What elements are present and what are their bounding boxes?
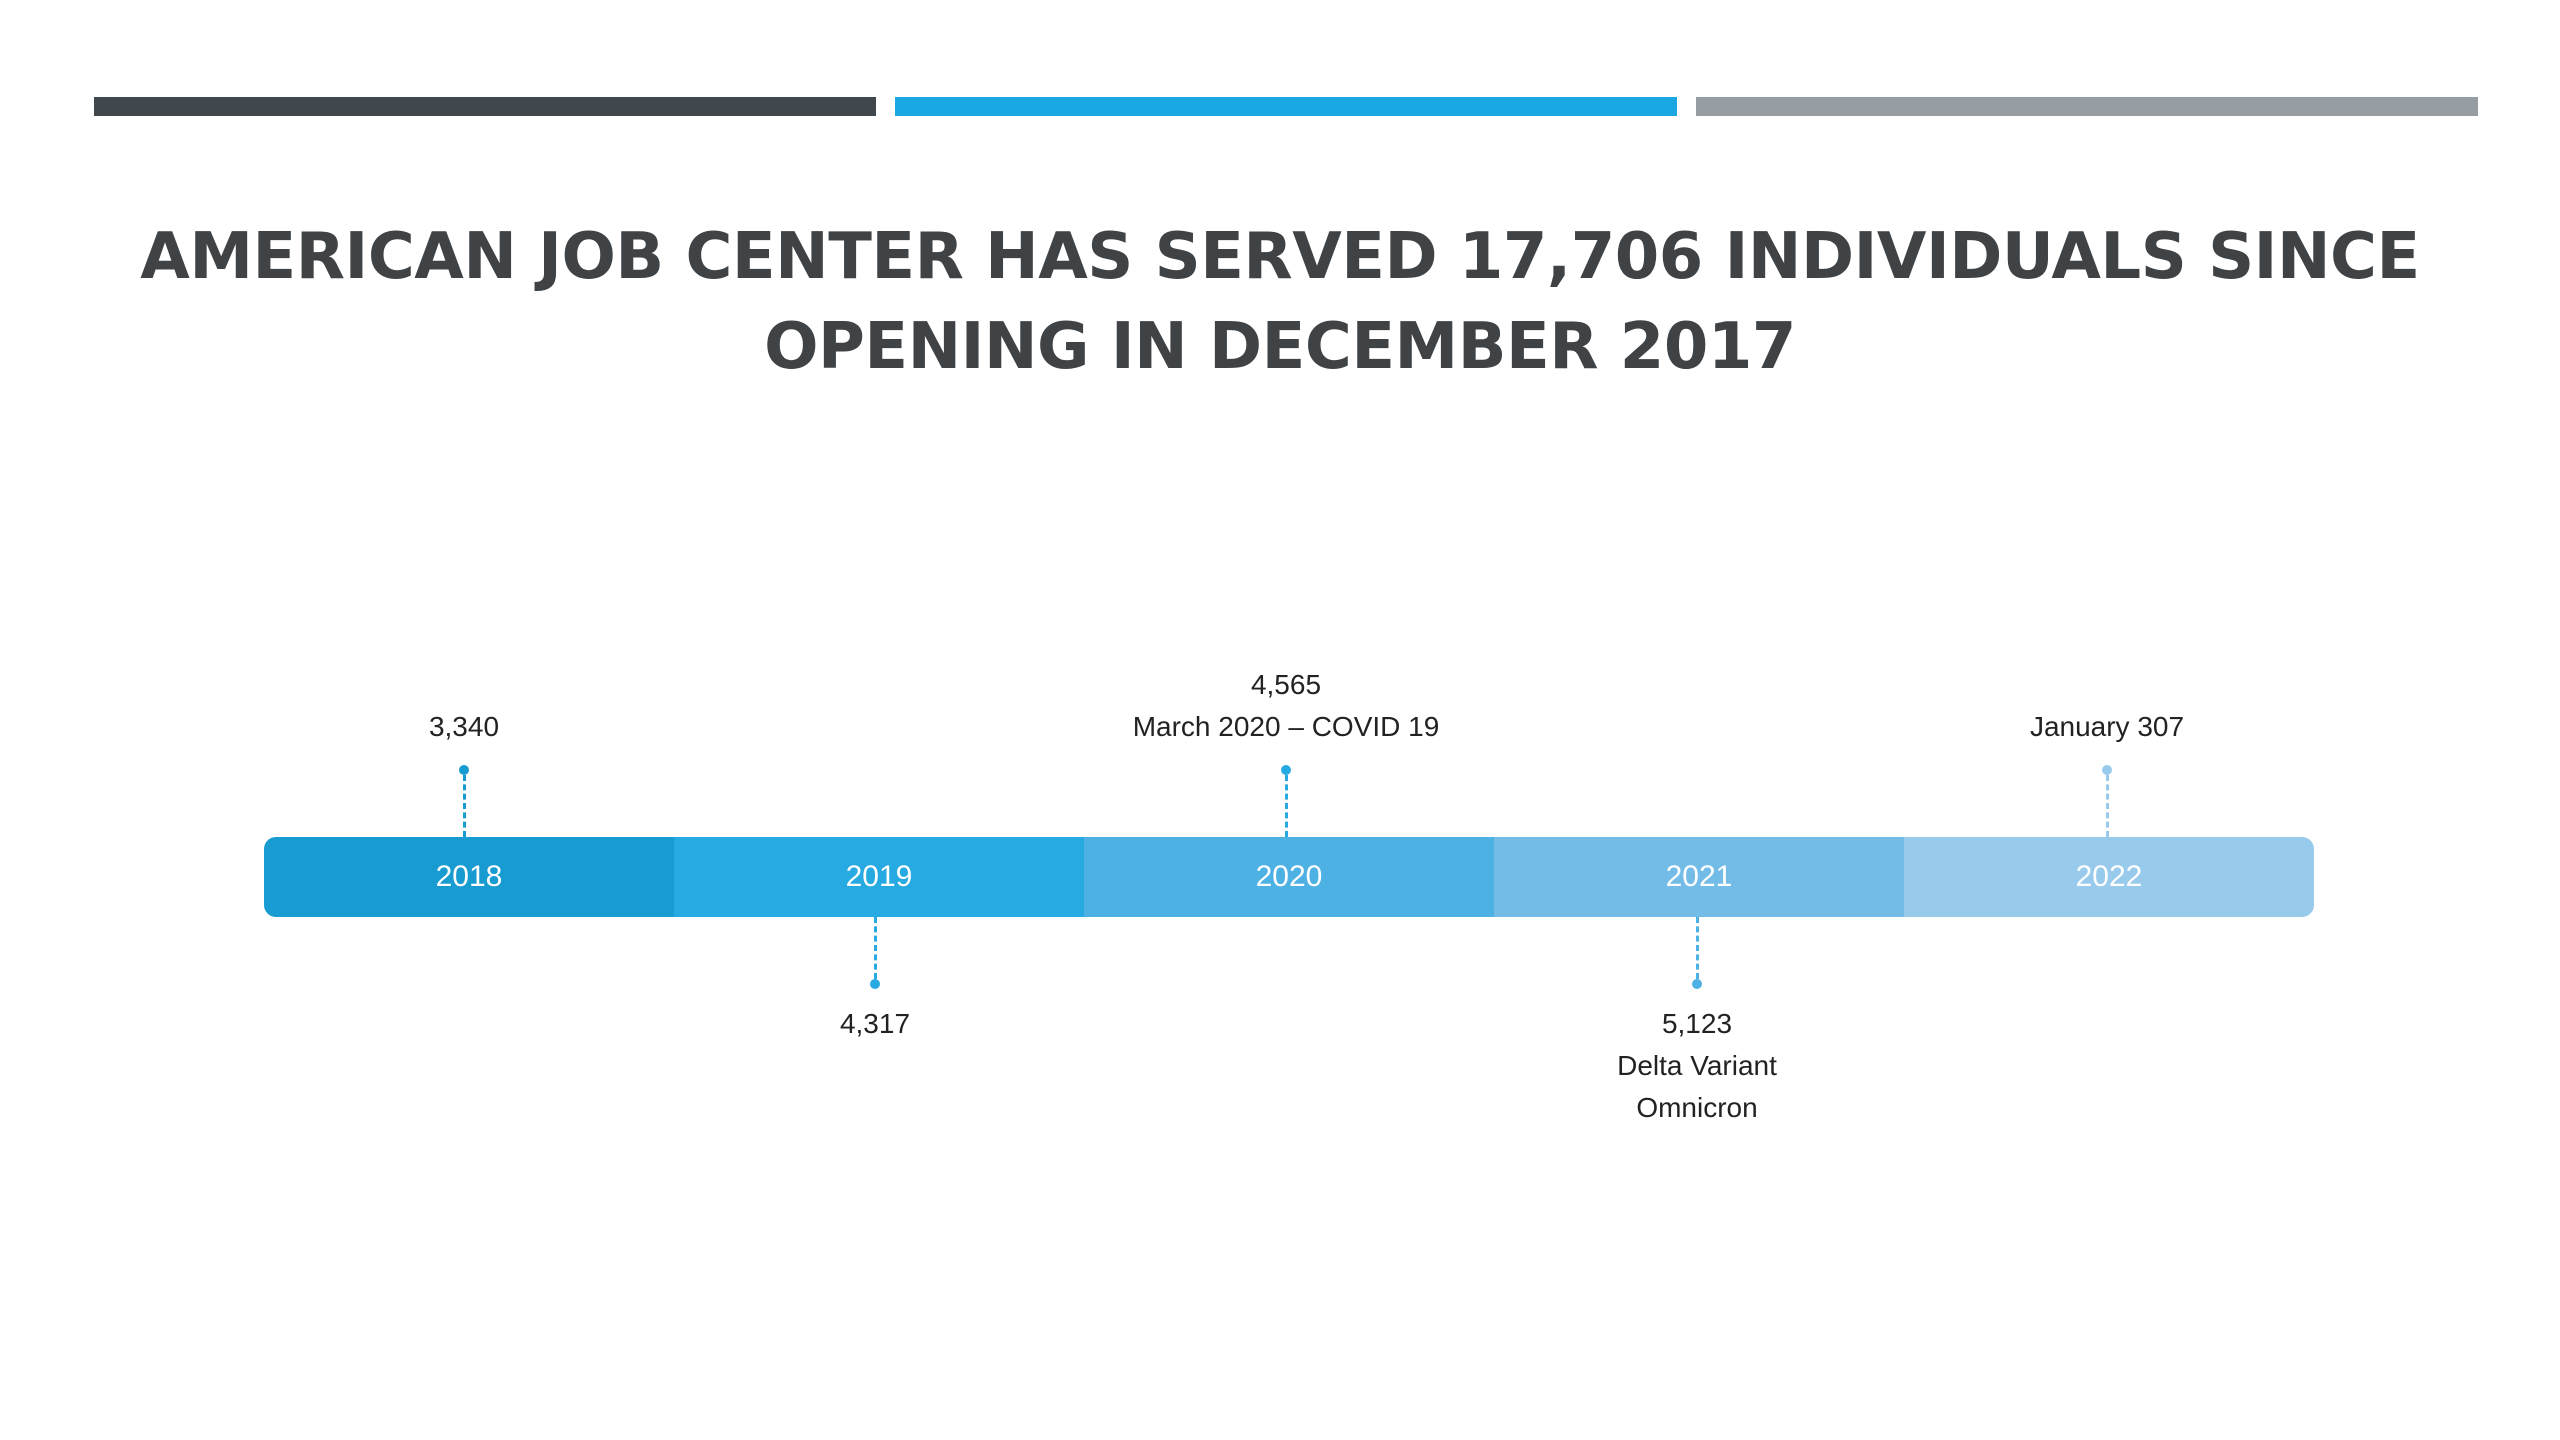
annotation-2021-value: 5,123	[1661, 1008, 1733, 1039]
marker-connector	[2106, 775, 2109, 837]
accent-bar-middle	[895, 97, 1677, 116]
slide-title: AMERICAN JOB CENTER HAS SERVED 17,706 IN…	[140, 220, 2420, 384]
annotation-2020-note: March 2020 – COVID 19	[1132, 711, 1440, 742]
annotation-2018-value: 3,340	[428, 711, 500, 742]
marker-dot	[870, 979, 880, 989]
annotation-2018: 3,340	[164, 706, 764, 748]
annotation-2021: 5,123 Delta Variant Omnicron	[1397, 1003, 1997, 1129]
timeline-bar: 2018 2019 2020 2021 2022	[264, 837, 2314, 917]
annotation-2022: January 307	[1807, 706, 2407, 748]
timeline-segment-2019: 2019	[674, 837, 1084, 917]
annotation-2021-note-1: Delta Variant	[1617, 1050, 1777, 1081]
timeline-segment-2020: 2020	[1084, 837, 1494, 917]
marker-connector	[1285, 775, 1288, 837]
annotation-2021-note-2: Omnicron	[1636, 1092, 1758, 1123]
marker-dot	[459, 765, 469, 775]
timeline-segment-2018: 2018	[264, 837, 674, 917]
accent-bar-right	[1696, 97, 2478, 116]
annotation-2019: 4,317	[575, 1003, 1175, 1045]
marker-connector	[1696, 917, 1699, 979]
marker-dot	[1692, 979, 1702, 989]
marker-dot	[2102, 765, 2112, 775]
annotation-2020: 4,565 March 2020 – COVID 19	[986, 664, 1586, 748]
accent-bar-left	[94, 97, 876, 116]
marker-connector	[874, 917, 877, 979]
annotation-2019-value: 4,317	[839, 1008, 911, 1039]
marker-connector	[463, 775, 466, 837]
timeline-segment-2021: 2021	[1494, 837, 1904, 917]
annotation-2022-value: January 307	[2029, 711, 2185, 742]
annotation-2020-value: 4,565	[1250, 669, 1322, 700]
timeline-segment-2022: 2022	[1904, 837, 2314, 917]
marker-dot	[1281, 765, 1291, 775]
